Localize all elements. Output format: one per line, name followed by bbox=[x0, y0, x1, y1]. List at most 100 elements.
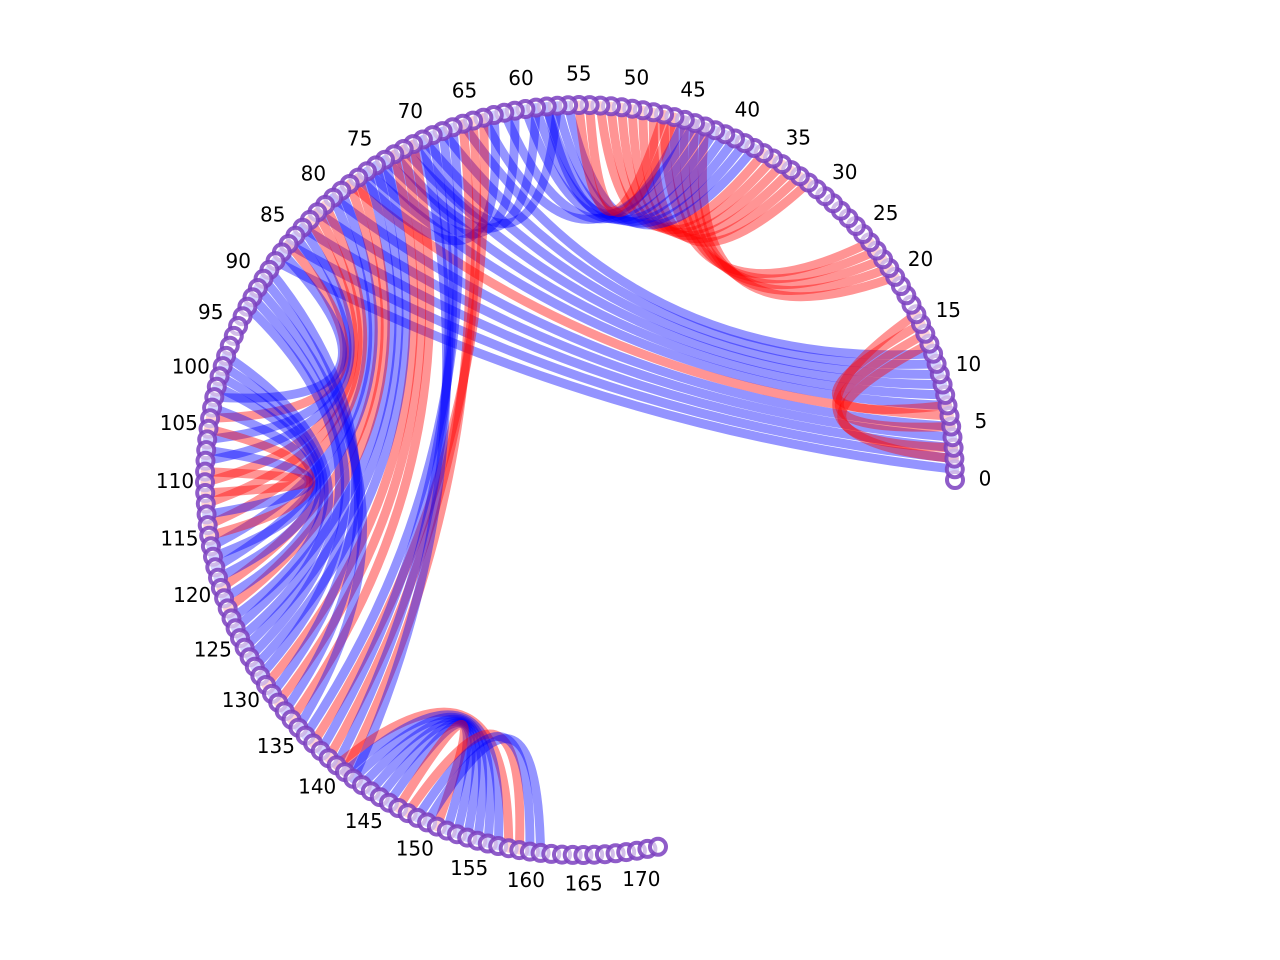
link-83-110 bbox=[200, 215, 359, 487]
link-21-44 bbox=[688, 118, 894, 295]
link-67-136 bbox=[301, 122, 464, 741]
tick-label-125: 125 bbox=[194, 637, 232, 661]
link-92-129 bbox=[248, 292, 350, 681]
link-87-102 bbox=[209, 247, 347, 403]
link-99-123 bbox=[218, 361, 329, 623]
link-45-58 bbox=[542, 102, 690, 219]
tick-label-130: 130 bbox=[222, 688, 260, 712]
tick-label-40: 40 bbox=[735, 98, 760, 122]
link-38-56 bbox=[563, 100, 759, 230]
link-82-112 bbox=[201, 207, 363, 509]
tick-label-70: 70 bbox=[398, 99, 423, 123]
link-90-133 bbox=[259, 274, 364, 716]
tick-label-5: 5 bbox=[975, 409, 988, 433]
link-40-58 bbox=[542, 102, 740, 226]
tick-label-170: 170 bbox=[622, 867, 660, 891]
tick-label-90: 90 bbox=[225, 249, 250, 273]
link-32-48 bbox=[648, 107, 813, 247]
tick-label-105: 105 bbox=[160, 411, 198, 435]
link-14-5 bbox=[835, 329, 956, 432]
link-98-125 bbox=[221, 351, 334, 643]
link-146-152 bbox=[384, 719, 472, 836]
link-41-59 bbox=[531, 103, 730, 225]
tick-label-65: 65 bbox=[452, 78, 477, 102]
link-59-73 bbox=[389, 103, 541, 233]
tick-label-45: 45 bbox=[680, 78, 705, 102]
link-147-151 bbox=[393, 720, 469, 832]
link-148-159 bbox=[403, 729, 525, 855]
link-93-127 bbox=[242, 302, 345, 662]
link-39-57 bbox=[552, 101, 750, 228]
link-89-131 bbox=[264, 265, 361, 699]
link-61-75 bbox=[371, 106, 520, 239]
tick-label-80: 80 bbox=[301, 162, 326, 186]
link-145-153 bbox=[375, 717, 476, 839]
link-20-43 bbox=[697, 122, 900, 302]
tick-label-35: 35 bbox=[786, 125, 811, 149]
tick-label-85: 85 bbox=[260, 203, 285, 227]
link-42-60 bbox=[520, 104, 720, 224]
link-77-122 bbox=[223, 173, 390, 613]
link-73-130 bbox=[261, 149, 419, 690]
link-5-80 bbox=[328, 193, 956, 431]
link-150-161 bbox=[422, 734, 546, 858]
link-101-119 bbox=[212, 382, 322, 583]
link-12-66 bbox=[458, 119, 938, 360]
tick-label-110: 110 bbox=[156, 469, 194, 493]
link-34-50 bbox=[627, 104, 796, 241]
link-4-82 bbox=[312, 207, 957, 442]
link-75-126 bbox=[240, 160, 404, 653]
tick-label-135: 135 bbox=[257, 734, 295, 758]
tick-label-55: 55 bbox=[566, 62, 591, 86]
link-11-68 bbox=[438, 126, 942, 369]
link-140-158 bbox=[332, 707, 514, 853]
tick-label-25: 25 bbox=[873, 201, 898, 225]
link-144-154 bbox=[366, 716, 481, 843]
link-6-78 bbox=[345, 179, 954, 421]
link-33-49 bbox=[638, 105, 805, 244]
link-22-45 bbox=[679, 115, 888, 290]
link-78-120 bbox=[216, 179, 384, 593]
link-85-106 bbox=[202, 231, 352, 444]
link-149-160 bbox=[412, 732, 535, 857]
link-91-135 bbox=[253, 283, 367, 733]
tick-label-15: 15 bbox=[936, 298, 961, 322]
link-143-155 bbox=[357, 714, 488, 846]
link-86-104 bbox=[205, 239, 349, 423]
tick-label-145: 145 bbox=[345, 809, 383, 833]
link-46-54 bbox=[585, 100, 679, 218]
link-70-142 bbox=[348, 135, 452, 784]
link-57-71 bbox=[408, 101, 562, 228]
link-8-74 bbox=[380, 155, 950, 400]
tick-labels: 0 5 10 15 20 25 30 35 40 45 50 55 60 65 70 75 80 85 90 95 10… bbox=[156, 62, 991, 896]
tick-label-140: 140 bbox=[298, 775, 336, 799]
link-76-124 bbox=[231, 166, 397, 633]
link-37-53 bbox=[595, 101, 769, 232]
link-36-52 bbox=[606, 101, 778, 235]
link-65-139 bbox=[324, 116, 482, 763]
tick-label-165: 165 bbox=[565, 872, 603, 896]
link-80-116 bbox=[206, 193, 373, 551]
tick-label-100: 100 bbox=[172, 355, 210, 379]
link-84-108 bbox=[201, 223, 355, 466]
link-10-70 bbox=[418, 135, 945, 379]
link-47-55 bbox=[574, 100, 669, 217]
link-64-137 bbox=[308, 113, 489, 748]
tick-label-95: 95 bbox=[198, 300, 223, 324]
tick-label-30: 30 bbox=[832, 160, 857, 184]
link-23-46 bbox=[669, 112, 882, 284]
link-105-115 bbox=[204, 424, 316, 541]
tick-label-120: 120 bbox=[173, 583, 211, 607]
link-24-47 bbox=[659, 110, 875, 279]
tick-label-160: 160 bbox=[507, 868, 545, 892]
link-74-128 bbox=[250, 155, 411, 672]
link-3-84 bbox=[298, 223, 959, 453]
node-172 bbox=[648, 836, 668, 857]
link-69-140 bbox=[332, 130, 454, 770]
tick-label-115: 115 bbox=[160, 527, 198, 551]
tick-label-50: 50 bbox=[624, 66, 649, 90]
link-66-141 bbox=[340, 119, 475, 777]
tick-label-0: 0 bbox=[979, 467, 992, 491]
link-9-72 bbox=[399, 144, 948, 389]
